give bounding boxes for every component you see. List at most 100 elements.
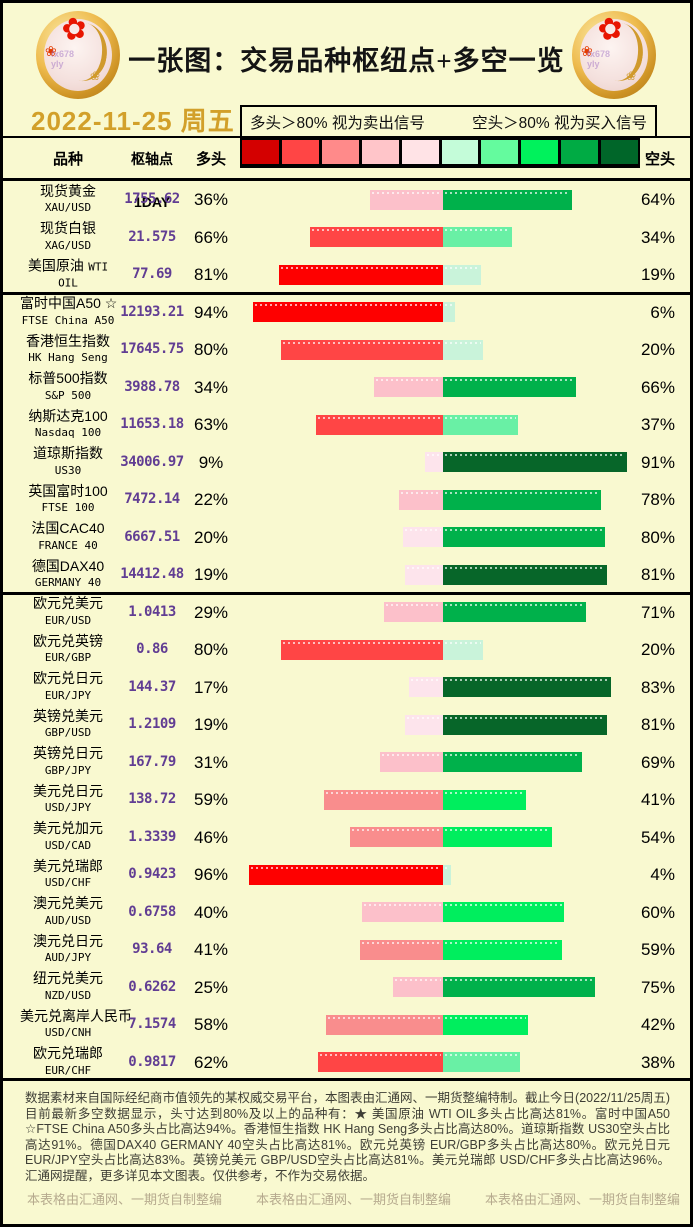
long-percent: 29% (193, 602, 229, 622)
credit-text: 本表格由汇通网、一期货自制整编 (484, 1191, 680, 1207)
instrument-name: 澳元兑美元 AUD/USD (20, 896, 116, 928)
instrument-name-cn: 欧元兑英镑 (33, 632, 103, 649)
short-bar (443, 789, 526, 810)
long-bar (380, 752, 443, 772)
long-bar (350, 827, 443, 847)
short-bar (443, 827, 553, 847)
long-bar (317, 1052, 443, 1072)
long-bar (408, 677, 443, 697)
pivot-value: 14412.48 (120, 566, 184, 582)
long-percent: 22% (193, 490, 229, 509)
instrument-name-en: HK Hang Seng (28, 351, 108, 365)
pivot-value: 1.3339 (128, 828, 176, 845)
instrument-name-cn: 香港恒生指数 (26, 332, 110, 349)
instrument-name-cn: 现货白银 (40, 220, 96, 237)
instrument-name: 欧元兑英镑 EUR/GBP (20, 632, 116, 666)
short-percent: 81% (640, 715, 675, 734)
instrument-name-en: Nasdaq 100 (34, 426, 102, 440)
short-bar (443, 377, 577, 397)
legend-long-rule: 多头＞80% 视为卖出信号 (250, 114, 425, 132)
short-percent: 64% (640, 190, 675, 209)
long-percent: 19% (193, 565, 229, 584)
short-percent: 41% (640, 790, 675, 809)
table-row: 英国富时100 FTSE 100 7472.14 22% 78% (3, 481, 690, 519)
pivot-value: 0.6758 (128, 903, 176, 920)
group-divider (3, 292, 690, 295)
table-row: 英镑兑美元 GBP/USD 1.2109 19% 81% (3, 706, 690, 744)
pivot-value: 0.9423 (128, 866, 176, 882)
long-bar (309, 227, 443, 247)
long-percent: 20% (193, 527, 229, 547)
instrument-name: 美国原油 WTI OIL (20, 258, 116, 291)
short-percent: 71% (640, 602, 675, 622)
instrument-name-en: XAU/USD (44, 201, 92, 215)
short-percent: 75% (640, 977, 675, 997)
instrument-name-cn: 澳元兑美元 (33, 895, 103, 912)
long-percent: 66% (193, 227, 229, 247)
short-bar (443, 677, 611, 697)
short-percent: 80% (640, 527, 675, 547)
instrument-name: 澳元兑日元 AUD/JPY (20, 932, 116, 966)
instrument-name-en: EUR/CHF (44, 1063, 92, 1077)
group-divider (3, 592, 690, 595)
blossom-icon: ❀ (45, 43, 57, 59)
instrument-name: 美元兑日元 USD/JPY (20, 783, 116, 816)
long-bar (398, 489, 443, 510)
pivot-value: 0.9817 (128, 1053, 176, 1070)
short-percent: 81% (640, 565, 675, 584)
gold-flower-icon: ❀ (625, 69, 636, 83)
pivot-value: 138.72 (128, 791, 176, 807)
long-percent: 36% (193, 190, 229, 209)
instrument-name-en: USD/CNH (44, 1026, 92, 1040)
instrument-name-en: NZD/USD (44, 988, 92, 1002)
instrument-name-cn: 美国原油 (27, 257, 84, 274)
instrument-name: 英镑兑日元 GBP/JPY (20, 746, 116, 778)
instrument-name-en: USD/CHF (44, 876, 92, 890)
long-bar (315, 414, 443, 435)
column-header-long: 多头 (195, 151, 226, 168)
short-percent: 91% (640, 452, 675, 472)
short-percent: 59% (640, 940, 675, 959)
long-bar (253, 302, 443, 322)
instrument-name: 富时中国A50 ☆ FTSE China A50 (20, 296, 117, 328)
short-percent: 4% (650, 865, 675, 884)
instrument-name: 欧元兑美元 EUR/USD (20, 596, 116, 628)
short-percent: 66% (640, 377, 675, 397)
short-bar (443, 339, 484, 360)
instrument-name: 英国富时100 FTSE 100 (20, 483, 116, 516)
table-row: 澳元兑日元 AUD/JPY 93.64 41% 59% (3, 931, 690, 969)
long-percent: 9% (198, 452, 224, 472)
table-row: 现货白银 XAG/USD 21.575 66% 34% (3, 219, 690, 257)
page-title: 一张图：交易品种枢纽点+多空一览 (128, 46, 565, 76)
long-bar (402, 527, 443, 547)
pivot-value: 34006.97 (120, 453, 184, 470)
long-bar (374, 377, 443, 397)
long-percent: 40% (193, 902, 229, 922)
instrument-name-cn: 美元兑离岸人民币 (20, 1007, 132, 1024)
short-percent: 78% (640, 490, 675, 509)
short-bar (443, 414, 518, 435)
instrument-name-cn: 美元兑瑞郎 (33, 857, 103, 874)
instrument-name-cn: 标普500指数 (28, 370, 108, 387)
credit-text: 本表格由汇通网、一期货自制整编 (255, 1191, 451, 1207)
instrument-name-cn: 澳元兑日元 (33, 932, 103, 949)
short-percent: 83% (640, 677, 675, 697)
instrument-name-en: GBP/JPY (44, 763, 92, 777)
pivot-value: 77.69 (132, 266, 172, 282)
pivot-value: 0.86 (136, 641, 168, 657)
short-bar (443, 302, 456, 322)
short-percent: 34% (640, 227, 675, 247)
table-row: 欧元兑英镑 EUR/GBP 0.86 80% 20% (3, 631, 690, 669)
scale-swatch-6 (441, 140, 479, 164)
column-header-pivot: 枢轴点1DAY (131, 151, 173, 210)
table-row: 美元兑瑞郎 USD/CHF 0.9423 96% 4% (3, 856, 690, 894)
pivot-value: 12193.21 (120, 303, 184, 320)
long-bar (281, 639, 443, 660)
instrument-name-en: US30 (54, 463, 82, 477)
table-row: 道琼斯指数 US30 34006.97 9% 91% (3, 444, 690, 482)
instrument-name: 美元兑加元 USD/CAD (20, 821, 116, 853)
table-row: 美国原油 WTI OIL 77.69 81% 19% (3, 256, 690, 294)
instrument-name-en: FRANCE 40 (38, 538, 98, 552)
sentiment-color-scale (240, 138, 640, 168)
instrument-name: 香港恒生指数 HK Hang Seng (20, 332, 116, 366)
